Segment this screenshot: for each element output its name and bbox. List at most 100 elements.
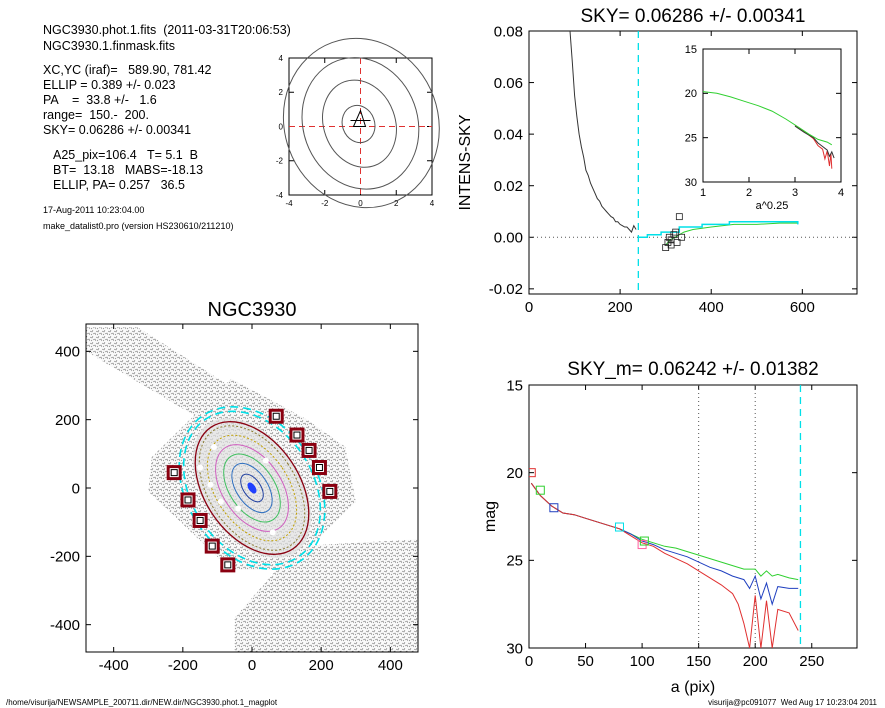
sky-box-inner <box>170 469 178 477</box>
x-tick-label: 0 <box>525 299 533 316</box>
y-tick-label: -400 <box>50 617 80 634</box>
x-tick-label: -2 <box>321 199 329 208</box>
y-tick-label: 0.04 <box>494 126 523 143</box>
sky-box-inner <box>293 431 301 439</box>
isophote-ring <box>206 434 298 542</box>
sky-data <box>569 31 799 251</box>
mag-ylabel: mag <box>482 501 499 532</box>
isophote-ring <box>240 473 264 503</box>
y-tick-label: 30 <box>685 177 697 189</box>
x-tick-label: 0 <box>248 657 256 674</box>
blue-mag-profile <box>530 482 799 606</box>
x-tick-label: 2 <box>746 187 752 199</box>
contour-ring <box>301 57 420 190</box>
y-tick-label: 200 <box>55 412 80 429</box>
masked-star <box>207 481 214 488</box>
y-tick-label: 25 <box>685 133 697 145</box>
y-tick-label: 2 <box>279 88 284 97</box>
info-a25: A25_pix=106.4 T= 5.1 B <box>53 148 199 162</box>
masked-star <box>262 457 269 464</box>
y-tick-label: -2 <box>276 157 284 166</box>
sky-point <box>670 231 678 239</box>
sky-box <box>180 492 196 508</box>
y-tick-label: 25 <box>506 553 523 570</box>
galaxy-image-plot: -400 -200 0 200 400 -400 -200 0 200 400 NGC3930 <box>50 299 419 674</box>
x-tick-label: 4 <box>838 187 844 199</box>
masked-star <box>269 529 276 536</box>
mag-marker <box>549 503 559 513</box>
x-tick-label: 3 <box>792 187 798 199</box>
red-mag-profile <box>530 482 799 648</box>
outer-cyan-profile <box>638 221 799 239</box>
mag-xlabel: a (pix) <box>671 679 715 696</box>
x-tick-label: -400 <box>99 657 129 674</box>
x-tick-label: -200 <box>168 657 198 674</box>
mag-marker <box>614 522 624 532</box>
info-bt: BT= 13.18 MABS=-18.13 <box>53 163 204 177</box>
info-ellip: ELLIP = 0.389 +/- 0.023 <box>43 78 176 92</box>
sky-box-inner <box>315 464 323 471</box>
info-sky: SKY= 0.06286 +/- 0.00341 <box>43 123 192 137</box>
intensity-profile <box>569 31 637 234</box>
y-tick-label: -0.02 <box>489 281 523 298</box>
mag-data <box>529 468 799 648</box>
footer-path: /home/visurija/NEWSAMPLE_200711.dir/NEW.… <box>6 698 278 707</box>
sky-title: SKY= 0.06286 +/- 0.00341 <box>580 6 805 27</box>
y-tick-label: 0.06 <box>494 75 523 92</box>
info-pa: PA = 33.8 +/- 1.6 <box>43 93 157 107</box>
masked-star <box>210 444 217 450</box>
masked-star <box>217 498 224 505</box>
inset-red-profile <box>794 124 833 169</box>
sky-point <box>667 241 675 249</box>
x-tick-label: 4 <box>430 199 435 208</box>
x-tick-label: 200 <box>608 299 633 316</box>
y-tick-label: 30 <box>506 640 523 657</box>
info-center: XC,YC (iraf)= 589.90, 781.42 <box>43 63 212 77</box>
contour-ring <box>282 37 440 209</box>
sky-box-inner <box>224 561 232 569</box>
inset-xlabel: a^0.25 <box>756 200 789 212</box>
sky-box-inner <box>208 542 216 550</box>
sky-box <box>204 538 220 554</box>
isophote-ring <box>231 462 273 514</box>
y-tick-label: 15 <box>685 44 697 56</box>
info-range: range= 150.- 200. <box>43 108 149 122</box>
info-ellip-pa: ELLIP, PA= 0.257 36.5 <box>53 178 185 192</box>
mag-title: SKY_m= 0.06242 +/- 0.01382 <box>567 359 818 380</box>
sky-box-inner <box>272 412 280 420</box>
a25-ellipse <box>194 421 310 555</box>
mag-marker <box>529 468 536 478</box>
y-tick-label: 4 <box>279 54 284 63</box>
x-tick-label: 100 <box>630 653 655 670</box>
plot-frame <box>702 48 842 183</box>
mag-marker <box>535 485 545 495</box>
info-program: make_datalist0.pro (version HS230610/211… <box>43 221 234 231</box>
galaxy-core <box>247 482 257 494</box>
contour-plot: -4 -2 0 2 4 -4 -2 0 2 4 <box>276 37 440 209</box>
y-tick-label: 0 <box>279 122 284 131</box>
inset-green-profile <box>702 91 833 146</box>
mag-marker <box>639 536 649 546</box>
sky-ylabel: INTENS-SKY <box>457 114 474 210</box>
x-tick-label: 400 <box>699 299 724 316</box>
sky-box <box>289 427 305 443</box>
x-tick-label: 2 <box>394 199 399 208</box>
isophote-ring <box>215 444 289 532</box>
sky-plot: 0 200 400 600 -0.02 0.00 0.02 0.04 0.06 0.08 SKY= … <box>457 6 858 316</box>
isophote-ring <box>198 425 306 551</box>
y-tick-label: 0.02 <box>494 178 523 195</box>
magnitude-plot: 0 50 100 150 200 250 15 20 25 30 SKY_m= 0.06242 +/… <box>482 359 858 696</box>
y-tick-label: -4 <box>276 191 284 200</box>
isophote-ring <box>223 453 281 523</box>
green-mag-profile <box>530 482 799 581</box>
y-tick-label: 0.00 <box>494 230 523 247</box>
image-title: NGC3930 <box>208 299 297 321</box>
image-area <box>86 327 418 652</box>
x-tick-label: 0 <box>525 653 533 670</box>
x-tick-label: 250 <box>799 653 824 670</box>
info-filename: NGC3930.phot.1.fits (2011-03-31T20:06:53… <box>43 23 291 37</box>
x-tick-label: 50 <box>577 653 594 670</box>
y-tick-label: 20 <box>685 88 697 100</box>
sky-point <box>678 233 686 241</box>
